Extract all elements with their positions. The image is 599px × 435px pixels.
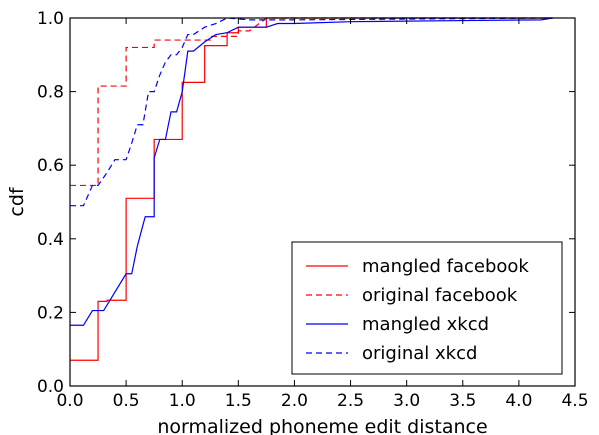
x-tick-label: 1.5 [225,391,252,411]
y-tick-label: 0.0 [37,377,64,397]
y-tick-label: 0.4 [37,230,64,250]
series-line-mangled-xkcd [70,17,553,326]
y-tick-label: 1.0 [37,9,64,29]
legend-label: original facebook [362,285,518,306]
x-tick-label: 3.5 [449,391,476,411]
x-axis-title: normalized phoneme edit distance [157,416,487,435]
legend: mangled facebook original facebook mangled… [291,241,563,375]
series-line-original-facebook [70,17,553,187]
tick-layer: 0.0 0.5 1.0 1.5 2.0 2.5 3.0 3.5 4.0 4.5 0.0 0.2 0.4 0… [37,9,589,411]
x-tick-label: 0.0 [56,391,83,411]
series-line-original-xkcd [70,17,553,207]
y-axis-title: cdf [6,186,28,217]
y-tick-label: 0.2 [37,303,64,323]
y-tick-label: 0.6 [37,156,64,176]
x-tick-label: 1.0 [169,391,196,411]
legend-label: mangled xkcd [362,314,489,335]
legend-box [291,241,563,375]
x-tick-label: 2.5 [337,391,364,411]
legend-label: mangled facebook [362,256,529,277]
series-line-mangled-facebook [70,17,553,361]
x-tick-label: 3.0 [393,391,420,411]
plot-frame [69,17,576,387]
x-tick-label: 4.5 [561,391,588,411]
series-layer [70,17,553,361]
x-tick-label: 4.0 [505,391,532,411]
y-tick-label: 0.8 [37,83,64,103]
x-tick-label: 0.5 [113,391,140,411]
legend-label: original xkcd [362,343,477,364]
x-tick-label: 2.0 [281,391,308,411]
